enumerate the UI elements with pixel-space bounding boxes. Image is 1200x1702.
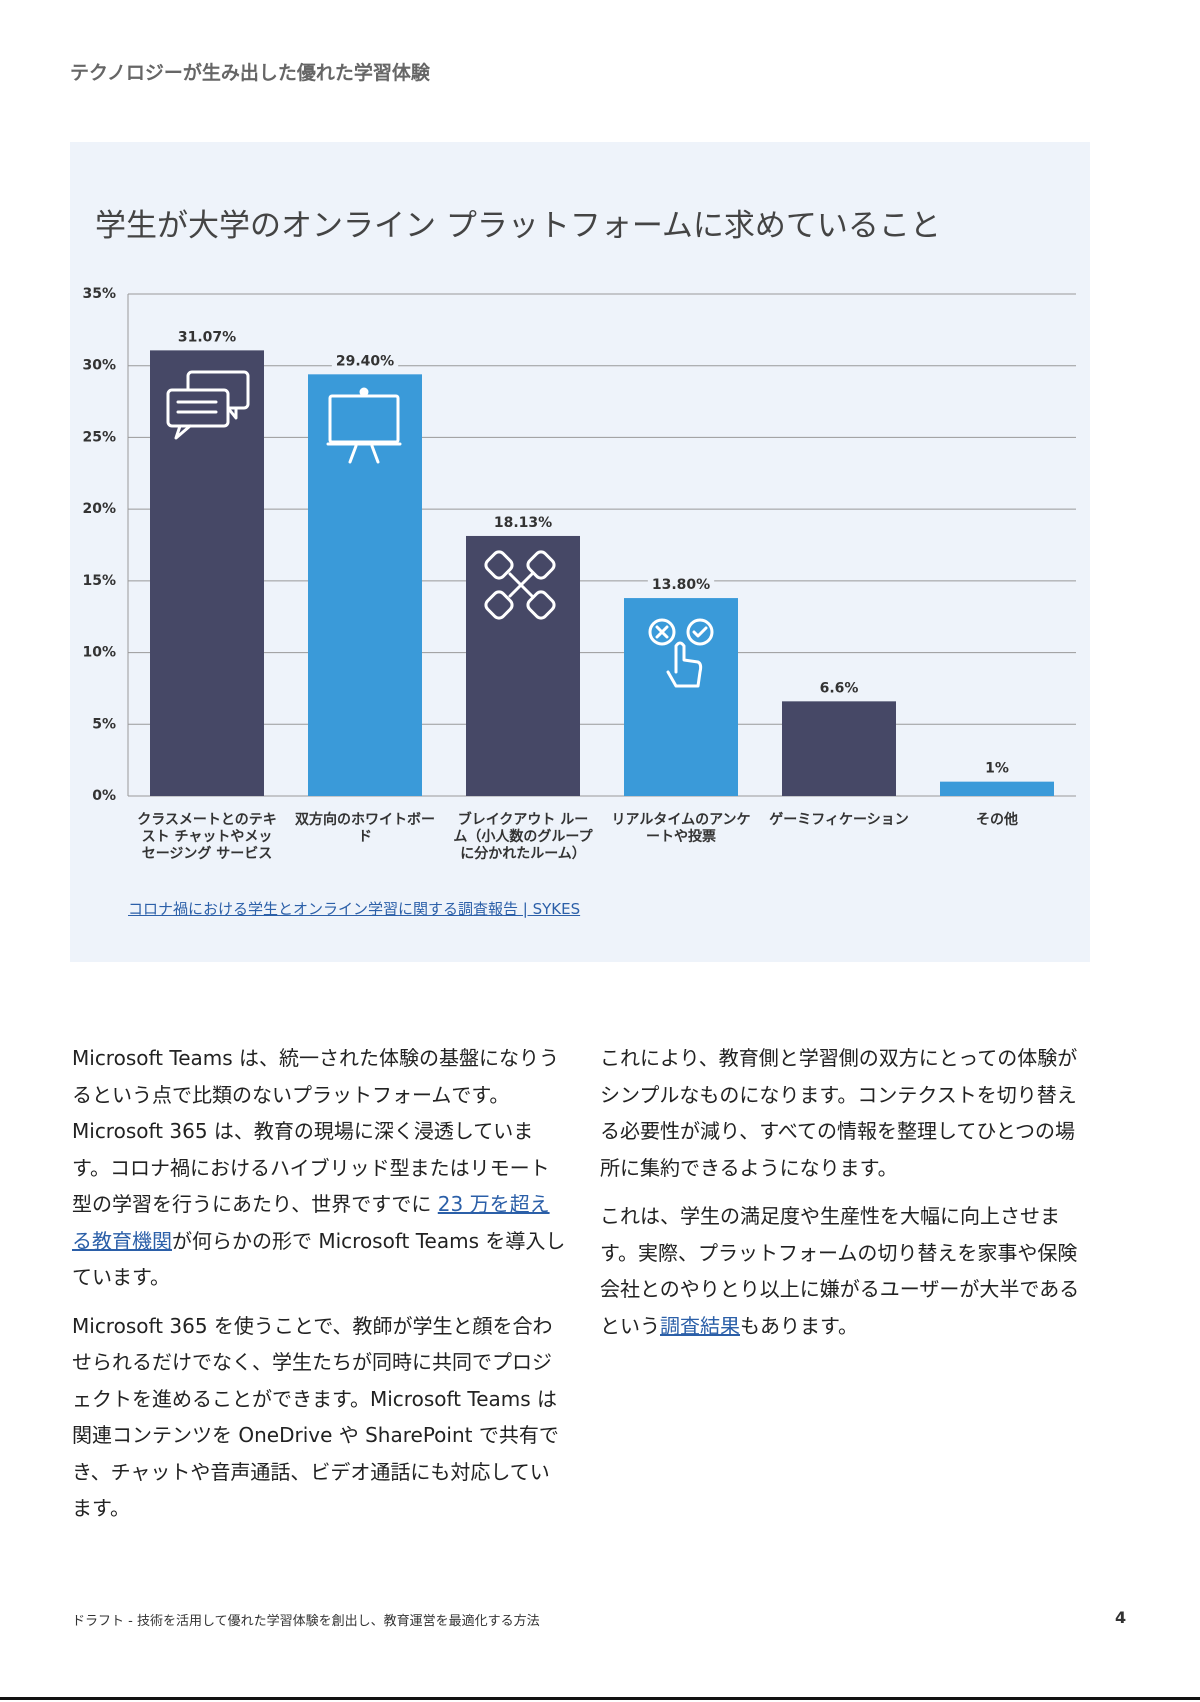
chat-icon bbox=[166, 370, 250, 440]
bar bbox=[466, 535, 580, 796]
x-tick-label: ゲーミフィケーション bbox=[769, 812, 909, 828]
footer-text: ドラフト - 技術を活用して優れた学習体験を創出し、教育運営を最適化する方法 bbox=[72, 1614, 540, 1629]
label-backing bbox=[331, 352, 399, 371]
link[interactable]: 23 万を超える教育機関 bbox=[72, 1192, 550, 1253]
icons bbox=[166, 370, 714, 688]
label-backing bbox=[173, 328, 241, 347]
x-tick-label: クラスメートとのテキスト チャットやメッセージング サービス bbox=[137, 812, 277, 862]
text: が何らかの形で Microsoft Teams を導入しています。 bbox=[72, 1228, 566, 1290]
source-link[interactable]: コロナ禍における学生とオンライン学習に関する調査報告 | SYKES bbox=[128, 900, 581, 918]
bar bbox=[940, 781, 1054, 796]
y-tick-label: 10% bbox=[82, 645, 116, 661]
right-column: これにより、教育側と学習側の双方にとっての体験がシンプルなものになります。コンテ… bbox=[600, 1040, 1080, 1356]
y-tick-label: 5% bbox=[92, 716, 116, 732]
paragraph: これにより、教育側と学習側の双方にとっての体験がシンプルなものになります。コンテ… bbox=[600, 1040, 1080, 1186]
value-label: 29.40% bbox=[336, 353, 394, 369]
x-tick-label: ブレイクアウト ルーム（小人数のグループに分かれたルーム） bbox=[453, 812, 593, 862]
vote-icon bbox=[648, 618, 714, 688]
bar bbox=[308, 374, 422, 796]
label-backing bbox=[815, 679, 863, 698]
y-tick-label: 30% bbox=[82, 358, 116, 374]
chain-icon bbox=[484, 550, 556, 620]
bar bbox=[624, 598, 738, 796]
x-tick-label: 双方向のホワイトボード bbox=[295, 812, 435, 845]
link[interactable]: 調査結果 bbox=[660, 1313, 740, 1338]
value-label: 6.6% bbox=[820, 680, 859, 696]
text: これにより、教育側と学習側の双方にとっての体験がシンプルなものになります。コンテ… bbox=[600, 1046, 1078, 1180]
text: これは、学生の満足度や生産性を大幅に向上させます。実際、プラットフォームの切り替… bbox=[600, 1204, 1080, 1338]
label-backing bbox=[981, 759, 1013, 778]
y-tick-label: 0% bbox=[92, 788, 116, 804]
label-backing bbox=[647, 576, 715, 595]
chart: 0% 5% 10% 15% 20% 25% 30% 35% 31.07% 29.40% 18.13%… bbox=[82, 286, 1076, 804]
text: Microsoft Teams は、統一された体験の基盤になりうるという点で比類… bbox=[72, 1046, 560, 1216]
x-tick-label: その他 bbox=[976, 812, 1018, 828]
chart-title: 学生が大学のオンライン プラットフォームに求めていること bbox=[95, 208, 941, 244]
text: Microsoft 365 を使うことで、教師が学生と顔を合わせられるだけでなく… bbox=[72, 1313, 559, 1521]
y-tick-label: 35% bbox=[82, 286, 116, 302]
value-label: 13.80% bbox=[652, 577, 710, 593]
paragraph: Microsoft Teams は、統一された体験の基盤になりうるという点で比類… bbox=[72, 1040, 567, 1296]
header-title: テクノロジーが生み出した優れた学習体験 bbox=[70, 62, 430, 84]
bar bbox=[782, 701, 896, 796]
label-backing bbox=[489, 513, 557, 532]
page-number: 4 bbox=[1115, 1608, 1127, 1627]
x-tick-label: リアルタイムのアンケートや投票 bbox=[611, 812, 751, 845]
left-column: Microsoft Teams は、統一された体験の基盤になりうるという点で比類… bbox=[72, 1040, 567, 1539]
value-label: 31.07% bbox=[178, 329, 236, 345]
whiteboard-icon bbox=[326, 387, 402, 464]
paragraph: これは、学生の満足度や生産性を大幅に向上させます。実際、プラットフォームの切り替… bbox=[600, 1198, 1080, 1344]
paragraph: Microsoft 365 を使うことで、教師が学生と顔を合わせられるだけでなく… bbox=[72, 1308, 567, 1527]
bottom-rule bbox=[0, 1697, 1200, 1700]
y-tick-label: 20% bbox=[82, 501, 116, 517]
value-label: 1% bbox=[985, 761, 1009, 777]
y-tick-label: 15% bbox=[82, 573, 116, 589]
y-tick-label: 25% bbox=[82, 429, 116, 445]
text: もあります。 bbox=[740, 1313, 858, 1338]
value-label: 18.13% bbox=[494, 515, 552, 531]
